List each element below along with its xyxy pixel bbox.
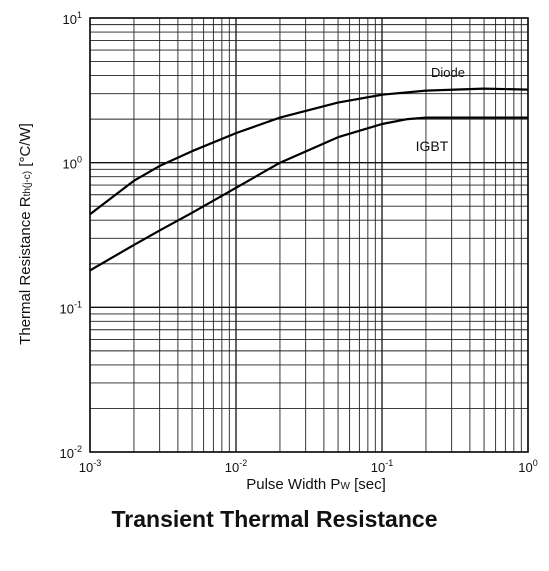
x-axis-label: Pulse Width PW [sec] [246, 476, 386, 493]
x-axis-label-unit: [sec] [350, 476, 386, 493]
y-tick-label: 100 [63, 155, 82, 172]
plot-frame [89, 17, 529, 453]
series-label-igbt: IGBT [416, 138, 449, 154]
series-label-diode: Diode [431, 65, 465, 80]
x-tick-label: 10-2 [225, 458, 247, 475]
figure-title: Transient Thermal Resistance [111, 506, 438, 532]
y-tick-label: 10-2 [60, 444, 82, 461]
x-axis-label-sub: W [340, 481, 350, 492]
y-axis-label-main: Thermal Resistance R [17, 196, 34, 345]
y-tick-labels: 10-2 10-1 100 101 [60, 10, 82, 461]
y-axis-label: Thermal Resistance Rth(j-c) [°C/W] [17, 123, 34, 345]
x-axis-label-main: Pulse Width P [246, 476, 340, 493]
grid [89, 17, 529, 453]
x-tick-label: 10-1 [371, 458, 393, 475]
series-line-igbt [89, 116, 528, 272]
x-tick-label: 10-3 [79, 458, 101, 475]
y-axis-label-sub: th(j-c) [22, 171, 33, 197]
y-tick-label: 10-1 [60, 299, 82, 316]
y-axis-label-unit: [°C/W] [17, 123, 34, 171]
series-group [89, 87, 529, 272]
x-tick-label: 100 [518, 458, 537, 475]
x-tick-labels: 10-3 10-2 10-1 100 [79, 458, 538, 475]
y-tick-label: 101 [63, 10, 82, 27]
series-line-diode [89, 87, 529, 216]
